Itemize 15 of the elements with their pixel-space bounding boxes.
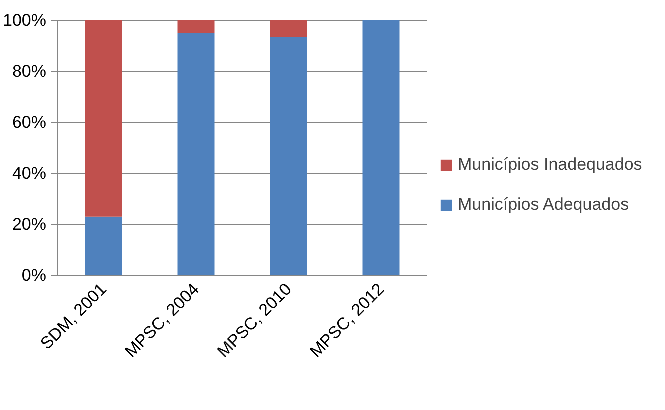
bar: [362, 20, 400, 276]
bar: [178, 20, 215, 34]
bar: [178, 33, 215, 276]
y-tick-label: 80%: [12, 62, 47, 81]
legend-label: Municípios Adequados: [458, 195, 630, 215]
bar: [85, 216, 122, 276]
bar: [270, 20, 308, 38]
y-tick-label: 40%: [12, 164, 47, 183]
y-tick-label: 0%: [22, 266, 47, 285]
y-tick-label: 100%: [3, 11, 47, 30]
y-tick-label: 20%: [12, 215, 47, 234]
bar: [85, 20, 122, 217]
bar: [270, 37, 308, 276]
legend-label: Municípios Inadequados: [458, 155, 642, 175]
y-tick-label: 60%: [12, 113, 47, 132]
